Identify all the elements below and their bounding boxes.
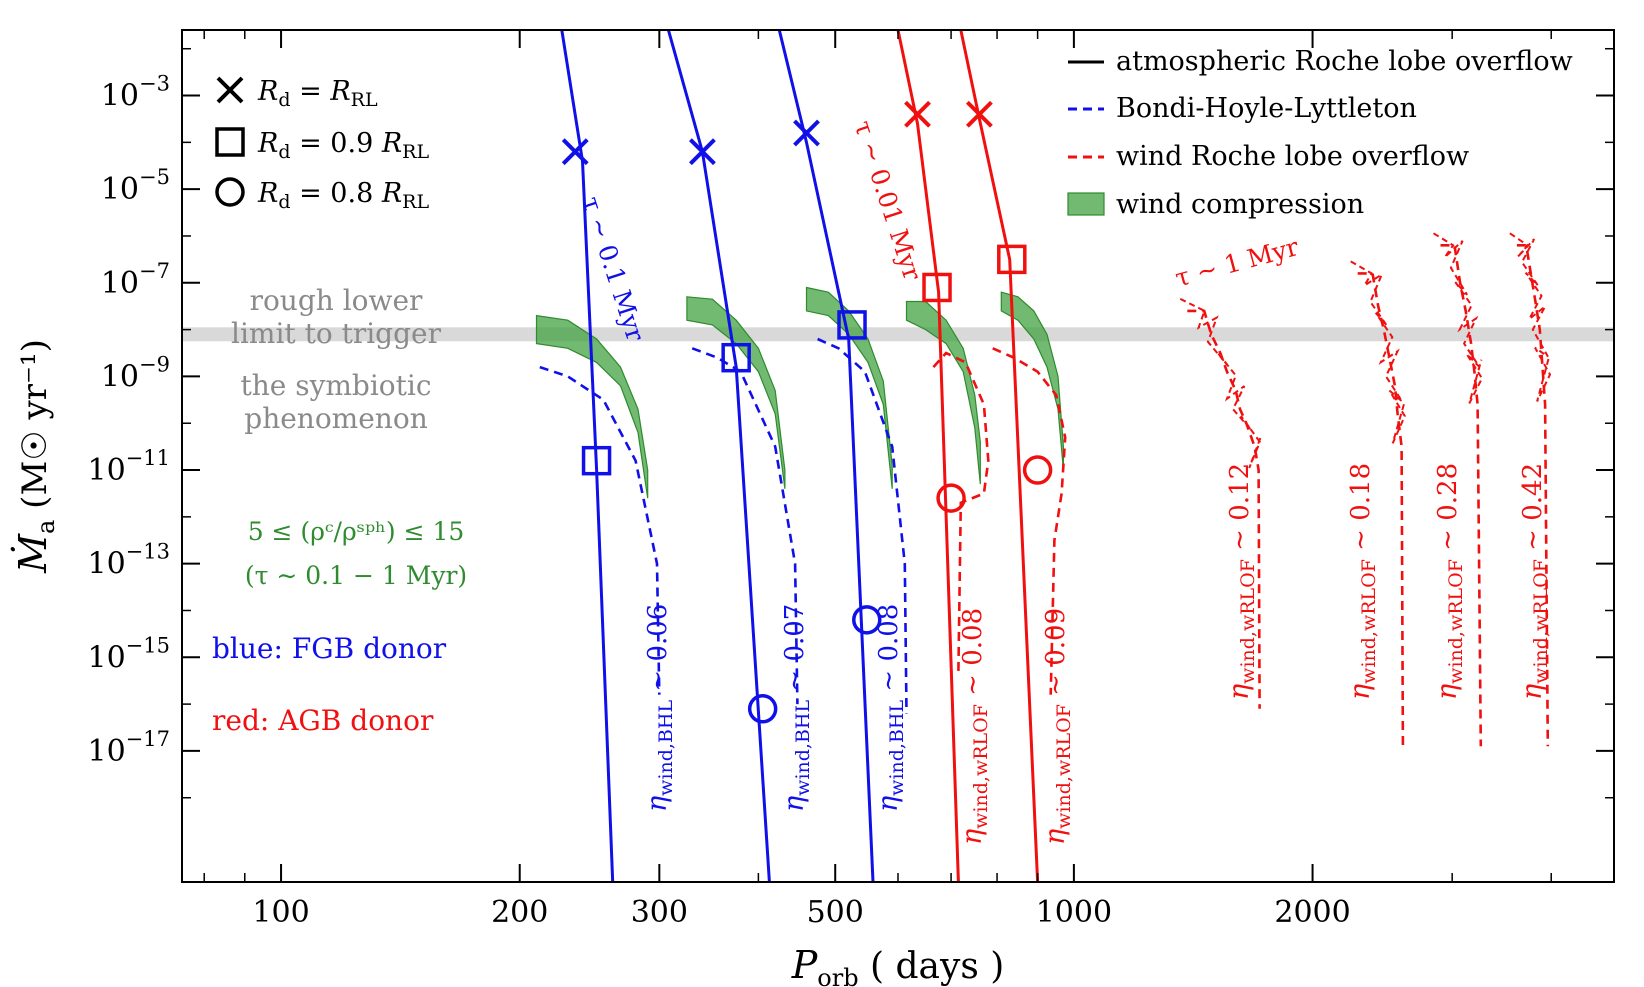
circle-marker-4 (936, 483, 966, 513)
threshold-text-2: limit to trigger (231, 317, 442, 350)
wrlof-eta-label-5: ηwind,wRLOF ∼ 0.28 (1432, 463, 1467, 700)
square-marker-3 (837, 310, 867, 340)
rlof-curve-3 (777, 30, 875, 882)
x-marker-2 (689, 138, 716, 166)
rlof-curve-5 (959, 30, 1040, 882)
wrlof-curve-5 (1440, 244, 1483, 747)
legend-label-3: wind Roche lobe overflow (1116, 141, 1469, 172)
legend-label-4: wind compression (1116, 189, 1364, 220)
blue-donor-note: blue: FGB donor (212, 632, 447, 665)
x-tick-label: 100 (252, 895, 309, 930)
x-tick-label: 300 (631, 895, 688, 930)
y-tick-label: 10−11 (87, 446, 170, 488)
legend-swatch-compression (1067, 192, 1105, 216)
x-marker-1 (561, 138, 589, 166)
markers-layer (561, 100, 1053, 724)
y-tick-label: 10−3 (101, 72, 170, 114)
x-marker-1-stroke-b (561, 138, 589, 166)
wrlof-zigzag-4 (1350, 260, 1406, 444)
legend-label-1: atmospheric Roche lobe overflow (1116, 46, 1573, 77)
x-marker-3-stroke-b (793, 119, 820, 147)
wind-compression-band-4 (905, 300, 981, 485)
y-axis-label: Ṁa (M☉ yr⁻¹) (11, 339, 60, 574)
x-axis-label: Porb ( days ) (791, 943, 1005, 987)
square-marker-2 (721, 342, 751, 373)
x-marker-5-stroke-b (965, 100, 993, 128)
wrlof-eta-label-1: ηwind,wRLOF ∼ 0.08 (957, 608, 992, 845)
marker-legend-circle (215, 177, 245, 207)
wrlof-zigzag-5 (1432, 232, 1484, 404)
x-marker-5 (965, 100, 993, 128)
bhl-curve-2 (691, 347, 799, 705)
bhl-eta-label-1: ηwind,BHL ∼ 0.06 (642, 604, 677, 812)
marker-legend-label-3: Rd = 0.8 RRL (257, 178, 429, 213)
y-tick-label: 10−17 (87, 727, 170, 769)
y-tick-label: 10−13 (87, 540, 170, 582)
circle-marker-3 (852, 605, 882, 635)
wrlof-curve-3 (1187, 309, 1261, 709)
y-tick-label: 10−7 (101, 259, 170, 301)
red-donor-note: red: AGB donor (212, 704, 434, 737)
threshold-text-1: rough lower (250, 284, 423, 317)
wrlof-curve-6 (1516, 244, 1550, 747)
threshold-text-4: phenomenon (244, 402, 427, 435)
x-tick-label: 1000 (1036, 895, 1112, 930)
square-marker-4 (922, 272, 952, 303)
threshold-text-3: the symbiotic (240, 369, 431, 402)
wrlof-eta-label-2: ηwind,wRLOF ∼ 0.09 (1040, 608, 1075, 845)
bhl-curve-1 (539, 365, 661, 695)
square-marker-1 (581, 445, 612, 476)
circle-marker-5 (1022, 455, 1053, 485)
bhl-curve-3 (817, 337, 908, 714)
y-tick-label: 10−9 (101, 352, 170, 394)
marker-legend-label-1: Rd = RRL (257, 76, 378, 111)
circle-marker-2 (747, 694, 778, 724)
wrlof-eta-label-3: ηwind,wRLOF ∼ 0.12 (1224, 463, 1259, 700)
x-marker-4-stroke-b (904, 100, 931, 128)
y-tick-label: 10−5 (101, 165, 170, 207)
wind-compression-band-2 (686, 296, 786, 489)
rlof-curve-1 (560, 30, 615, 882)
y-tick-label: 10−15 (87, 633, 170, 675)
legend-label-2: Bondi-Hoyle-Lyttleton (1116, 93, 1417, 124)
marker-legend-x-stroke-b (216, 76, 244, 104)
x-marker-3 (793, 119, 820, 147)
wrlof-eta-label-6: ηwind,wRLOF ∼ 0.42 (1517, 463, 1552, 700)
marker-legend-x (216, 76, 244, 104)
x-tick-label: 2000 (1274, 895, 1350, 930)
compression-tau-note: (τ ∼ 0.1 − 1 Myr) (245, 561, 467, 590)
compression-range-note: 5 ≤ (ρᶜ/ρˢᵖʰ) ≤ 15 (248, 517, 465, 546)
x-marker-4 (904, 100, 931, 128)
marker-legend-square (215, 127, 245, 157)
rlof-curve-2 (666, 30, 771, 882)
x-marker-2-stroke-b (689, 138, 716, 166)
wrlof-zigzag-6 (1509, 232, 1552, 402)
rlof-curve-4 (896, 30, 960, 882)
wrlof-zigzag-3 (1179, 298, 1263, 469)
marker-legend-label-2: Rd = 0.9 RRL (257, 128, 429, 163)
wrlof-eta-label-4: ηwind,wRLOF ∼ 0.18 (1345, 463, 1380, 700)
square-marker-5 (997, 244, 1027, 275)
bhl-eta-label-3: ηwind,BHL ∼ 0.08 (873, 604, 908, 812)
axes-layer: 10−3 10−5 10−7 10−9 10−11 10−13 10−15 10−17 100 2… (11, 29, 1615, 987)
x-tick-label: 500 (807, 895, 864, 930)
series-layer (539, 30, 1552, 882)
bhl-eta-label-2: ηwind,BHL ∼ 0.07 (779, 604, 814, 812)
x-tick-label: 200 (491, 895, 548, 930)
